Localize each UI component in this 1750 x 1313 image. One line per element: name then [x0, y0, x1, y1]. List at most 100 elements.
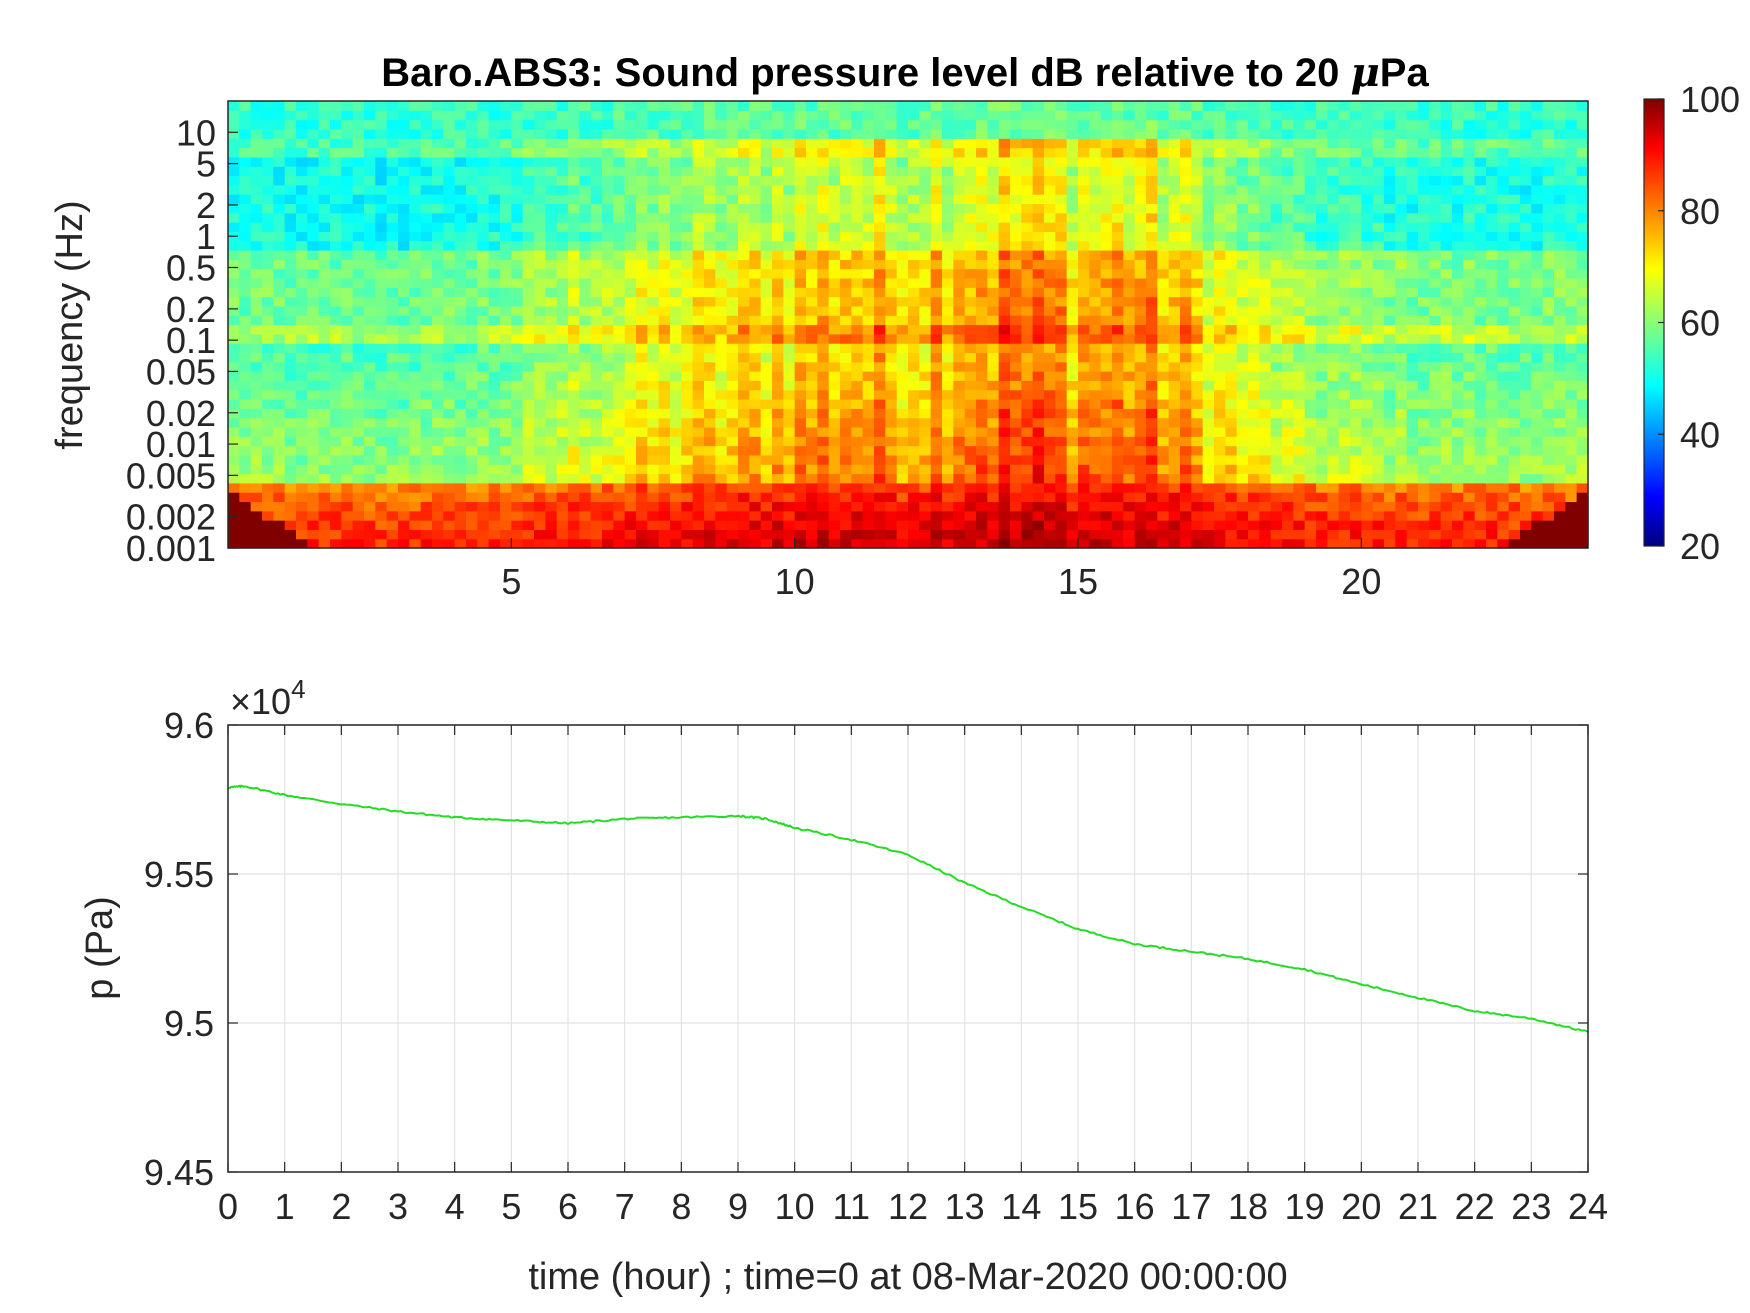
- heatmap-cell: [794, 287, 807, 298]
- heatmap-cell: [477, 482, 490, 493]
- heatmap-cell: [1180, 464, 1192, 475]
- heatmap-cell: [1350, 119, 1362, 130]
- heatmap-cell: [828, 408, 841, 419]
- heatmap-cell: [1350, 417, 1362, 428]
- heatmap-cell: [1066, 231, 1079, 242]
- heatmap-cell: [1021, 399, 1034, 409]
- heatmap-cell: [1078, 436, 1090, 447]
- heatmap-cell: [432, 277, 444, 288]
- heatmap-cell: [636, 361, 648, 372]
- heatmap-cell: [296, 203, 308, 214]
- heatmap-cell: [284, 222, 297, 232]
- heatmap-cell: [1350, 212, 1362, 223]
- heatmap-cell: [964, 436, 977, 447]
- heatmap-cell: [386, 119, 399, 130]
- heatmap-cell: [636, 464, 648, 475]
- heatmap-cell: [1044, 352, 1056, 363]
- heatmap-cell: [1032, 510, 1045, 521]
- heatmap-cell: [602, 184, 614, 195]
- heatmap-cell: [1304, 240, 1317, 251]
- heatmap-cell: [760, 222, 773, 232]
- heatmap-cell: [828, 305, 841, 316]
- heatmap-cell: [1372, 305, 1385, 316]
- heatmap-cell: [1248, 315, 1260, 326]
- heatmap-cell: [568, 305, 580, 316]
- heatmap-cell: [454, 110, 467, 121]
- heatmap-cell: [579, 110, 592, 121]
- heatmap-cell: [896, 333, 909, 344]
- heatmap-cell: [602, 147, 614, 158]
- heatmap-cell: [534, 445, 546, 456]
- heatmap-cell: [726, 166, 739, 177]
- heatmap-cell: [1134, 380, 1147, 391]
- heatmap-cell: [341, 277, 354, 288]
- heatmap-cell: [1021, 333, 1034, 344]
- heatmap-cell: [794, 268, 807, 279]
- heatmap-cell: [1089, 352, 1102, 363]
- heatmap-cell: [1191, 212, 1204, 223]
- heatmap-cell: [1044, 445, 1056, 456]
- heatmap-cell: [715, 231, 728, 242]
- heatmap-cell: [1361, 194, 1374, 205]
- heatmap-cell: [432, 110, 444, 121]
- heatmap-cell: [534, 501, 546, 512]
- heatmap-cell: [500, 492, 512, 503]
- heatmap-cell: [1021, 426, 1034, 437]
- heatmap-cell: [1134, 240, 1147, 251]
- heatmap-cell: [1134, 529, 1147, 540]
- heatmap-cell: [794, 240, 807, 251]
- heatmap-cell: [1180, 166, 1192, 177]
- heatmap-cell: [1191, 417, 1204, 428]
- heatmap-cell: [1078, 510, 1090, 521]
- heatmap-cell: [522, 520, 535, 530]
- heatmap-cell: [1293, 128, 1306, 139]
- heatmap-cell: [1134, 166, 1147, 177]
- heatmap-cell: [1066, 315, 1079, 326]
- heatmap-cell: [1078, 408, 1090, 419]
- heatmap-cell: [1248, 343, 1260, 354]
- heatmap-cell: [239, 436, 252, 447]
- heatmap-cell: [828, 333, 841, 344]
- heatmap-cell: [579, 510, 592, 521]
- heatmap-cell: [749, 203, 762, 214]
- heatmap-cell: [364, 408, 376, 419]
- heatmap-cell: [874, 352, 886, 363]
- heatmap-cell: [942, 175, 954, 186]
- heatmap-cell: [987, 184, 1000, 195]
- heatmap-cell: [636, 380, 648, 391]
- heatmap-cell: [896, 538, 909, 549]
- heatmap-cell: [942, 482, 954, 493]
- heatmap-cell: [1032, 184, 1045, 195]
- heatmap-cell: [556, 240, 569, 251]
- heatmap-cell: [500, 510, 512, 521]
- heatmap-cell: [1044, 436, 1056, 447]
- heatmap-cell: [398, 259, 410, 270]
- heatmap-cell: [772, 147, 784, 158]
- heatmap-cell: [556, 222, 569, 232]
- heatmap-cell: [420, 231, 433, 242]
- heatmap-cell: [409, 184, 422, 195]
- heatmap-cell: [488, 389, 501, 400]
- heatmap-cell: [896, 240, 909, 251]
- heatmap-cell: [1316, 175, 1328, 186]
- heatmap-cell: [794, 231, 807, 242]
- heatmap-cell: [443, 473, 456, 484]
- heatmap-cell: [817, 361, 830, 372]
- heatmap-cell: [500, 426, 512, 437]
- heatmap-cell: [919, 408, 932, 419]
- heatmap-cell: [760, 343, 773, 354]
- heatmap-cell: [1259, 147, 1272, 158]
- heatmap-cell: [534, 426, 546, 437]
- heatmap-cell: [1225, 380, 1238, 391]
- heatmap-cell: [1180, 315, 1192, 326]
- heatmap-cell: [919, 520, 932, 530]
- heatmap-cell: [420, 380, 433, 391]
- heatmap-cell: [1078, 184, 1090, 195]
- heatmap-cell: [1350, 333, 1362, 344]
- heatmap-cell: [545, 361, 558, 372]
- heatmap-cell: [1259, 333, 1272, 344]
- heatmap-cell: [1112, 259, 1124, 270]
- heatmap-cell: [250, 482, 263, 493]
- heatmap-cell: [296, 333, 308, 344]
- heatmap-cell: [692, 324, 705, 335]
